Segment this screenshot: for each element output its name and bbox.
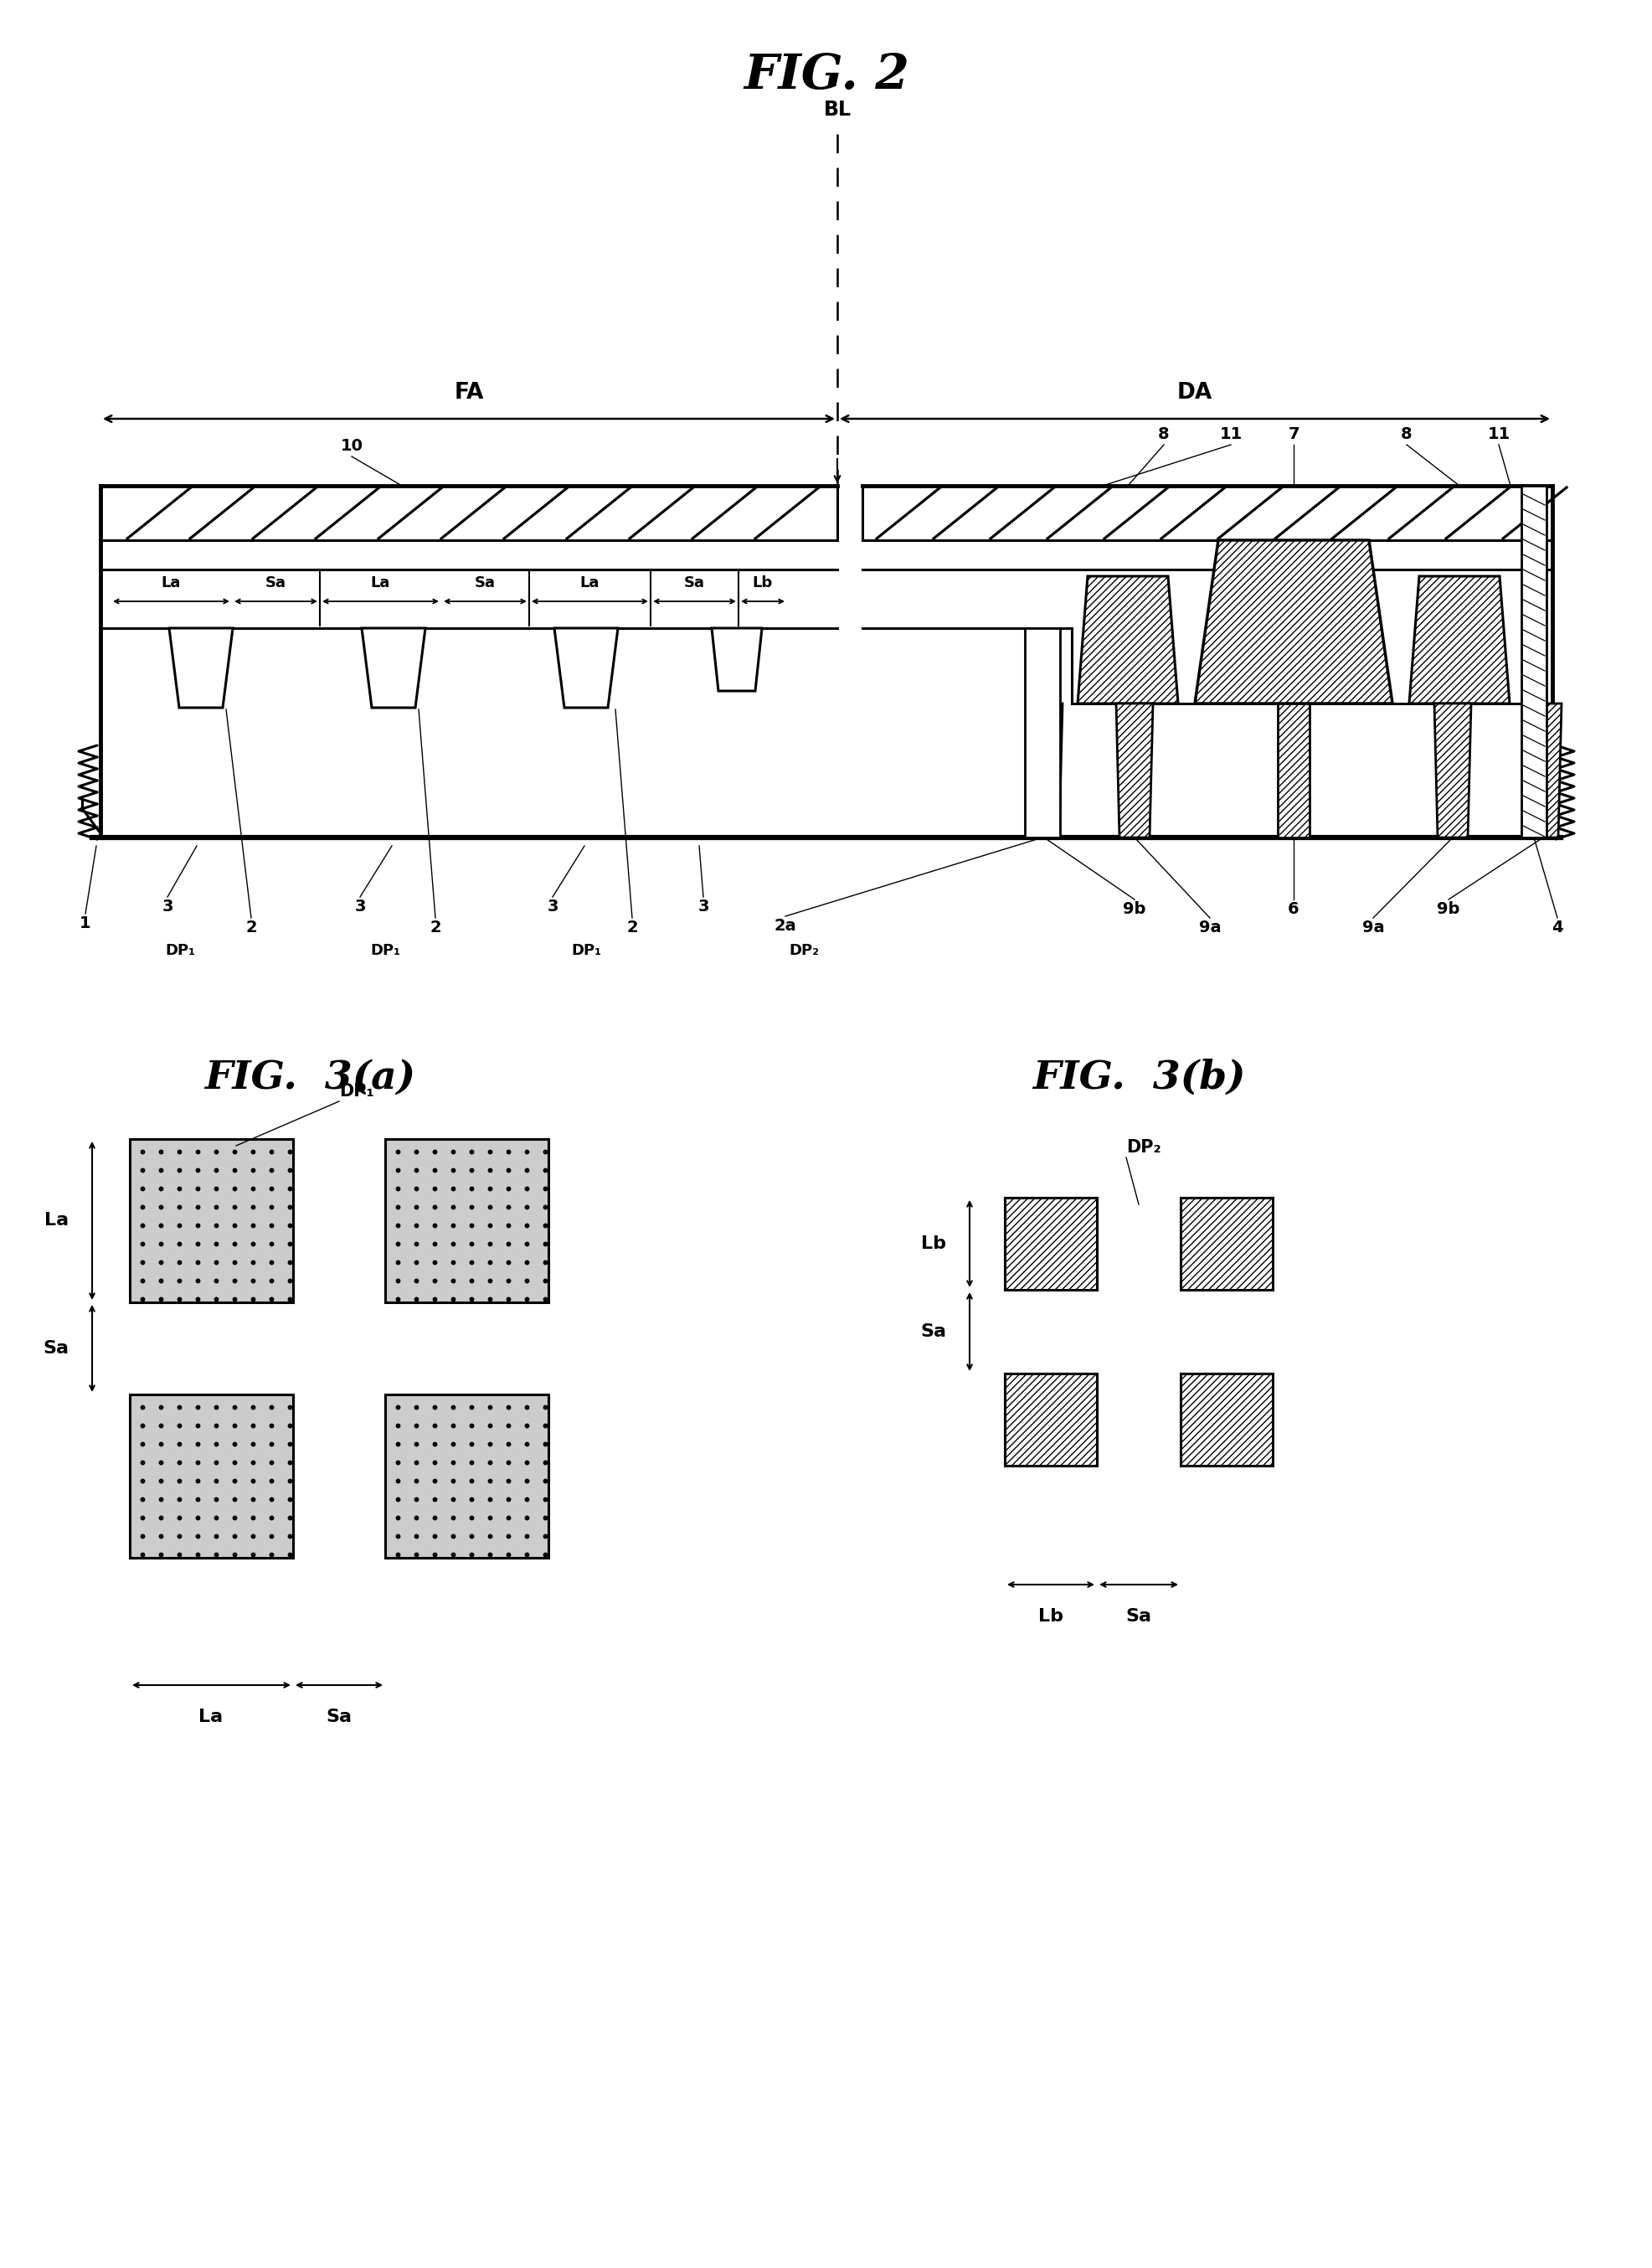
Text: 11: 11	[1487, 426, 1510, 442]
Text: DP₂: DP₂	[788, 943, 818, 957]
Text: Sa: Sa	[1125, 1608, 1151, 1624]
Text: 3: 3	[162, 898, 173, 914]
Text: 3: 3	[354, 898, 365, 914]
Text: Lb: Lb	[920, 1236, 945, 1252]
Text: DP₂: DP₂	[1125, 1139, 1160, 1157]
Text: 7: 7	[1287, 426, 1298, 442]
Bar	[1004, 1198, 1097, 1290]
Text: 8: 8	[1401, 426, 1412, 442]
Text: 4: 4	[1551, 919, 1563, 934]
Text: La: La	[370, 576, 390, 590]
Text: Sa: Sa	[43, 1340, 69, 1356]
Text: DP₁: DP₁	[339, 1082, 373, 1100]
Polygon shape	[169, 628, 233, 708]
Text: Sa: Sa	[684, 576, 705, 590]
Polygon shape	[1115, 703, 1153, 837]
Text: 11: 11	[1219, 426, 1242, 442]
Bar	[131, 1395, 292, 1558]
Text: 9b: 9b	[1122, 900, 1145, 916]
Text: 6: 6	[1287, 900, 1298, 916]
Text: La: La	[45, 1211, 69, 1229]
Text: La: La	[580, 576, 600, 590]
Text: 10: 10	[340, 438, 363, 454]
Text: Sa: Sa	[266, 576, 286, 590]
Polygon shape	[1077, 576, 1178, 703]
Bar	[1180, 1198, 1272, 1290]
Bar	[1180, 1374, 1272, 1465]
Text: Lb: Lb	[1037, 1608, 1062, 1624]
Text: DP₁: DP₁	[370, 943, 400, 957]
Text: 2: 2	[246, 919, 256, 934]
Text: DP₁: DP₁	[165, 943, 195, 957]
Polygon shape	[1409, 576, 1508, 703]
Bar	[1520, 485, 1546, 837]
Polygon shape	[712, 628, 762, 692]
Text: La: La	[198, 1708, 223, 1726]
Bar	[1004, 1374, 1097, 1465]
Text: FA: FA	[454, 381, 484, 404]
Bar	[1024, 628, 1059, 837]
Text: DP₁: DP₁	[570, 943, 601, 957]
Text: 3: 3	[547, 898, 558, 914]
Text: 9a: 9a	[1361, 919, 1384, 934]
Bar	[1277, 703, 1308, 837]
Bar	[385, 1395, 548, 1558]
Polygon shape	[1194, 540, 1391, 703]
Text: FIG.  3(b): FIG. 3(b)	[1031, 1059, 1244, 1098]
Text: FIG.  3(a): FIG. 3(a)	[205, 1059, 415, 1098]
Text: 8: 8	[1158, 426, 1170, 442]
Text: Sa: Sa	[474, 576, 496, 590]
Bar	[131, 1139, 292, 1302]
Text: La: La	[162, 576, 182, 590]
Text: 2a: 2a	[773, 919, 796, 934]
Polygon shape	[362, 628, 425, 708]
Text: BL: BL	[823, 100, 851, 120]
Text: Lb: Lb	[752, 576, 773, 590]
Polygon shape	[553, 628, 618, 708]
Text: 1: 1	[79, 916, 91, 932]
Text: 9b: 9b	[1436, 900, 1459, 916]
Text: DA: DA	[1176, 381, 1213, 404]
Polygon shape	[1434, 703, 1470, 837]
Polygon shape	[1523, 703, 1561, 837]
Text: 3: 3	[697, 898, 709, 914]
Polygon shape	[1026, 703, 1062, 837]
Text: Sa: Sa	[325, 1708, 352, 1726]
Bar	[385, 1139, 548, 1302]
Text: 2: 2	[430, 919, 441, 934]
Text: 9a: 9a	[1198, 919, 1221, 934]
Text: 2: 2	[626, 919, 638, 934]
Text: FIG. 2: FIG. 2	[743, 52, 909, 100]
Text: Sa: Sa	[920, 1322, 945, 1340]
